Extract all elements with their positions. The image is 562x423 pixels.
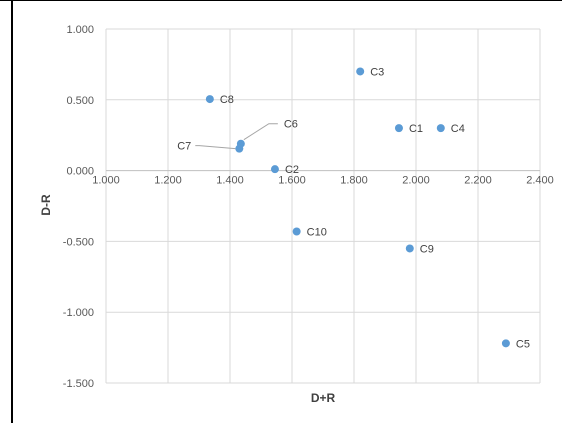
data-point: [394, 124, 403, 133]
x-tick-label: 1.800: [340, 175, 368, 187]
x-tick-label: 2.000: [402, 175, 430, 187]
data-label: C7: [177, 141, 191, 153]
data-label: C1: [409, 123, 423, 135]
tick-labels: 1.000 1.200 1.400 1.600 1.800 2.000 2.200 2.400…: [63, 24, 554, 390]
y-tick-label: 0.000: [66, 166, 94, 178]
x-tick-label: 1.400: [216, 175, 244, 187]
data-label: C5: [516, 338, 530, 350]
data-point: [436, 124, 445, 133]
data-label: C4: [451, 123, 465, 135]
x-tick-label: 2.400: [526, 175, 554, 187]
callout-lines: [195, 123, 278, 150]
data-label: C9: [420, 243, 434, 255]
data-label: C10: [307, 226, 327, 238]
data-points: C1 C2 C3 C4 C5 C6 C7 C8 C9 C10: [177, 66, 530, 350]
data-point: [356, 67, 365, 76]
data-label: C8: [220, 94, 234, 106]
x-tick-label: 2.200: [464, 175, 492, 187]
y-tick-label: -1.500: [63, 378, 94, 390]
data-point: [235, 144, 244, 153]
x-tick-label: 1.200: [154, 175, 182, 187]
gridlines: [105, 28, 541, 384]
y-tick-label: 0.500: [66, 95, 94, 107]
y-tick-label: -0.500: [63, 236, 94, 248]
x-tick-label: 1.000: [92, 175, 120, 187]
data-label: C3: [370, 66, 384, 78]
data-point: [501, 339, 510, 348]
y-tick-label: 1.000: [66, 24, 94, 36]
x-tick-label: 1.600: [278, 175, 306, 187]
y-axis-label: D-R: [39, 194, 53, 216]
y-tick-label: -1.000: [63, 307, 94, 319]
data-point: [205, 95, 214, 104]
data-label: C6: [284, 119, 298, 131]
data-point: [292, 227, 301, 236]
callout-line-c6: [243, 123, 278, 141]
data-point: [270, 165, 279, 174]
data-label: C2: [285, 164, 299, 176]
callout-line-c7: [195, 145, 236, 150]
data-point: [405, 244, 414, 253]
x-axis-label: D+R: [311, 391, 336, 405]
